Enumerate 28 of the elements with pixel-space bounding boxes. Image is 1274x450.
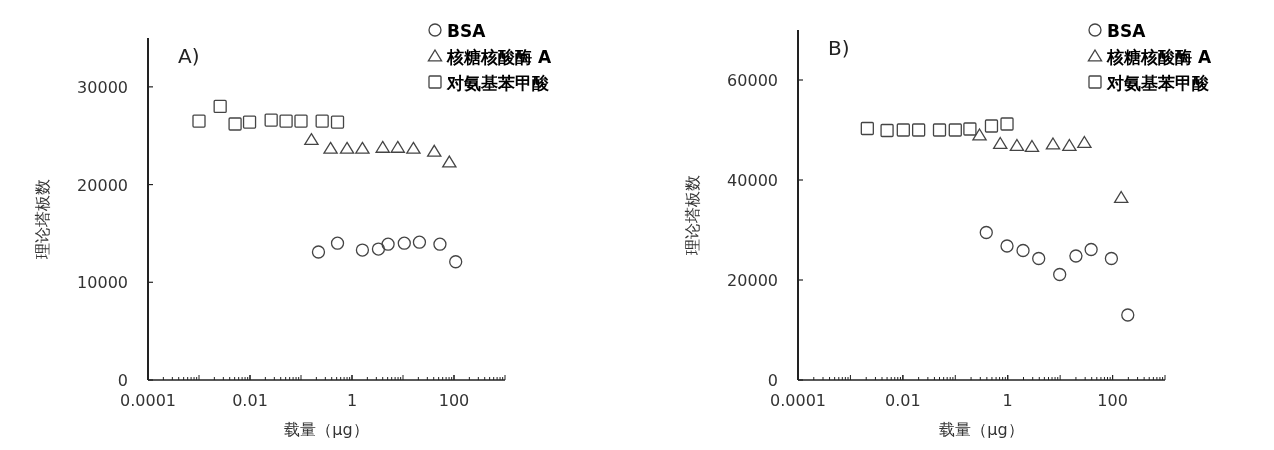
chart-title: B) xyxy=(828,36,850,60)
x-tick-label: 100 xyxy=(1097,391,1128,410)
y-tick-label: 40000 xyxy=(727,171,778,190)
y-tick-label: 30000 xyxy=(77,77,128,97)
x-tick-label: 1 xyxy=(346,391,358,410)
legend-label: 核糖核酸酶 A xyxy=(1106,47,1212,67)
legend-label: 对氨基苯甲酸 xyxy=(446,73,550,93)
x-tick-label: 0.01 xyxy=(232,391,268,410)
y-tick-label: 20000 xyxy=(77,175,128,195)
x-tick-label: 0.0001 xyxy=(120,391,176,410)
y-tick-label: 20000 xyxy=(727,271,778,290)
x-tick-label: 0.01 xyxy=(885,391,921,410)
y-axis-title: 理论塔板数 xyxy=(683,175,702,255)
legend-label: 对氨基苯甲酸 xyxy=(1106,73,1210,93)
legend-label: 核糖核酸酶 A xyxy=(446,47,552,67)
y-tick-label: 0 xyxy=(117,371,128,390)
x-axis-title: 载量（μg） xyxy=(939,420,1024,439)
y-axis-title: 理论塔板数 xyxy=(33,179,52,259)
legend-label: BSA xyxy=(447,21,487,41)
x-axis-title: 载量（μg） xyxy=(284,420,369,439)
y-tick-label: 60000 xyxy=(727,71,778,90)
x-tick-label: 0.0001 xyxy=(770,391,826,410)
x-tick-label: 1 xyxy=(1002,391,1013,410)
y-tick-label: 0 xyxy=(767,371,778,390)
legend-label: BSA xyxy=(1107,21,1147,41)
x-tick-label: 100 xyxy=(438,391,470,410)
chart-title: A) xyxy=(178,44,200,68)
y-tick-label: 10000 xyxy=(77,273,128,293)
